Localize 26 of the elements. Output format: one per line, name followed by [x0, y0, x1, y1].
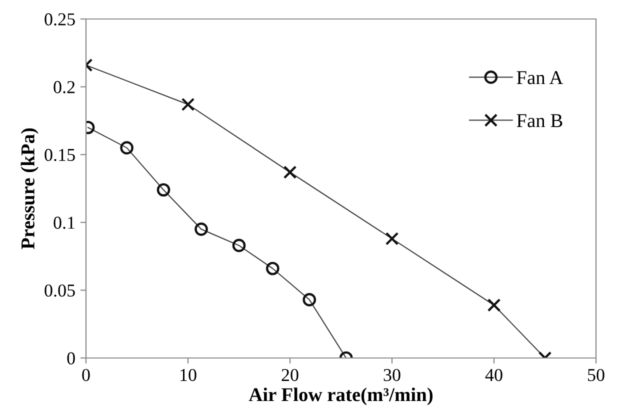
legend-label: Fan A	[516, 71, 564, 84]
point	[283, 166, 297, 179]
x-axis-title: Air Flow rate(m³/min)	[248, 388, 433, 406]
y-tick-label: 0.2	[54, 81, 75, 94]
y-tick-label: 0.05	[44, 284, 75, 297]
point	[385, 232, 399, 246]
point	[266, 262, 280, 276]
point	[232, 238, 246, 252]
point	[181, 98, 195, 112]
y-axis-title: Pressure (kPa)	[20, 128, 38, 250]
y-tick-label: 0	[67, 352, 75, 364]
x-tick-label: 40	[485, 368, 502, 382]
point	[156, 183, 170, 197]
point	[302, 293, 316, 306]
y-tick-label: 0.1	[54, 216, 74, 229]
y-tick-label: 0.25	[44, 13, 75, 26]
point	[120, 141, 134, 154]
x-tick-label: 10	[180, 368, 196, 382]
x-tick-label: 0	[82, 368, 90, 382]
legend-label: Fan B	[516, 114, 562, 128]
x-tick-label: 50	[588, 368, 604, 382]
x-tick-label: 20	[282, 368, 298, 382]
point	[487, 298, 501, 312]
x-tick-label: 30	[384, 368, 400, 382]
y-tick-label: 0.15	[44, 148, 75, 162]
point	[194, 222, 208, 236]
